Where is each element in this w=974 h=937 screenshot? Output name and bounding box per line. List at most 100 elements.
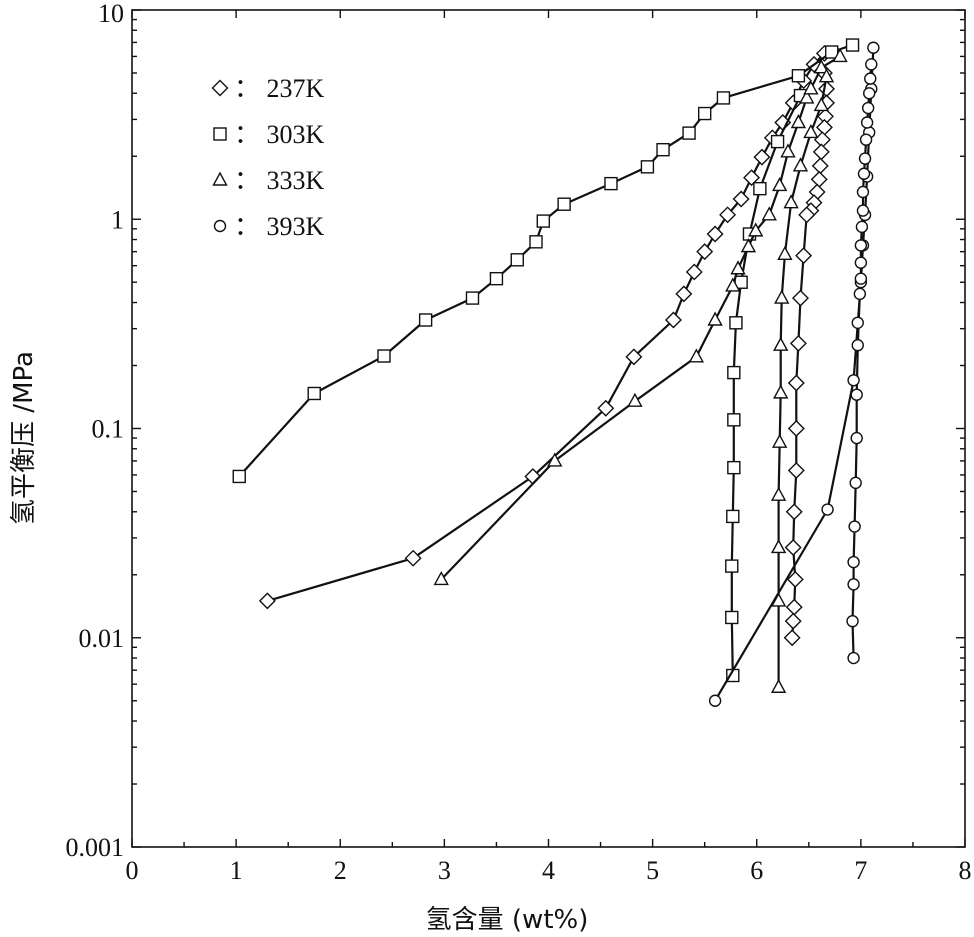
data-point (847, 555, 860, 569)
data-point (846, 614, 859, 628)
legend-entry-label: ： 237K (234, 74, 325, 103)
data-point (770, 678, 787, 693)
x-tick-label: 3 (438, 856, 451, 885)
x-tick-label: 0 (126, 856, 139, 885)
data-point (740, 238, 757, 253)
y-tick-label: 0.001 (66, 833, 125, 862)
data-point (847, 578, 860, 591)
data-point (803, 80, 819, 95)
data-point (850, 388, 863, 401)
data-point (849, 476, 862, 490)
series-393K (708, 41, 880, 707)
data-point (725, 559, 739, 573)
x-tick-label: 7 (854, 856, 867, 885)
data-point (848, 520, 861, 533)
data-point (777, 245, 793, 260)
data-point (604, 176, 618, 191)
data-point (813, 59, 829, 74)
data-point (784, 612, 802, 630)
legend-entry-label: ： 333K (234, 166, 325, 195)
data-point (656, 142, 670, 157)
data-point (812, 143, 830, 161)
data-point (854, 272, 868, 285)
data-point (697, 106, 712, 121)
data-point (786, 570, 804, 588)
data-point (743, 169, 761, 187)
data-point (725, 610, 739, 625)
legend-marker (213, 219, 227, 233)
data-point (640, 160, 655, 174)
data-point (791, 289, 809, 307)
data-point (727, 460, 741, 475)
data-point (727, 365, 741, 380)
data-point (730, 260, 746, 275)
data-point (864, 72, 877, 85)
data-point (675, 285, 693, 303)
data-point (784, 538, 802, 556)
legend-marker (213, 127, 227, 141)
x-tick-label: 1 (230, 856, 243, 885)
data-point (418, 313, 433, 327)
data-point (258, 592, 276, 610)
axis-ticks: 0 1 2 3 4 5 6 7 8 0.001 0.01 0.1 1 10 (66, 0, 972, 885)
data-point (810, 170, 828, 188)
data-point (770, 539, 787, 554)
data-point (783, 629, 801, 647)
data-point (529, 235, 543, 249)
data-point (860, 116, 874, 129)
data-point (853, 287, 867, 301)
data-point (787, 461, 805, 479)
data-point (727, 413, 741, 427)
series-333K (433, 47, 848, 693)
data-point (307, 386, 321, 401)
data-point (716, 91, 731, 105)
data-point (773, 384, 789, 399)
data-point (795, 247, 813, 265)
data-point (825, 45, 839, 59)
data-point (404, 549, 422, 567)
data-point (858, 152, 872, 165)
data-point (557, 197, 571, 211)
data-point (627, 392, 643, 407)
data-point (854, 239, 868, 252)
legend-entry-label: ： 393K (234, 212, 325, 241)
data-point (832, 47, 848, 63)
data-point (696, 243, 714, 261)
y-tick-label: 0.01 (79, 624, 125, 653)
data-point (232, 469, 246, 484)
series-303K (232, 38, 860, 683)
data-point (625, 348, 643, 366)
data-point (811, 157, 829, 175)
data-point (847, 374, 860, 387)
data-point (377, 349, 391, 363)
data-point (859, 133, 873, 146)
data-point (433, 570, 449, 586)
data-point (682, 126, 696, 140)
data-point (732, 190, 750, 208)
y-tick-label: 0.1 (92, 415, 125, 444)
data-point (863, 87, 876, 100)
legend: ： 237K ： 303K ： 333K ： 393K (211, 74, 325, 241)
data-point (719, 206, 737, 224)
data-point (536, 214, 550, 228)
series-line-absorption (238, 43, 853, 478)
data-point (818, 68, 835, 83)
data-point (787, 420, 805, 437)
x-tick-label: 8 (959, 856, 972, 885)
data-point (851, 316, 864, 329)
data-point (688, 348, 705, 363)
data-point (791, 69, 806, 83)
data-point (789, 334, 807, 352)
data-point (780, 143, 796, 158)
data-point (748, 222, 764, 237)
data-point (861, 101, 875, 115)
y-tick-label: 1 (111, 205, 124, 234)
x-tick-label: 2 (334, 856, 347, 885)
data-point (753, 148, 771, 166)
data-point (818, 80, 836, 98)
data-point (813, 96, 829, 112)
data-point (821, 503, 834, 516)
data-point (725, 277, 741, 292)
data-point (815, 118, 833, 136)
